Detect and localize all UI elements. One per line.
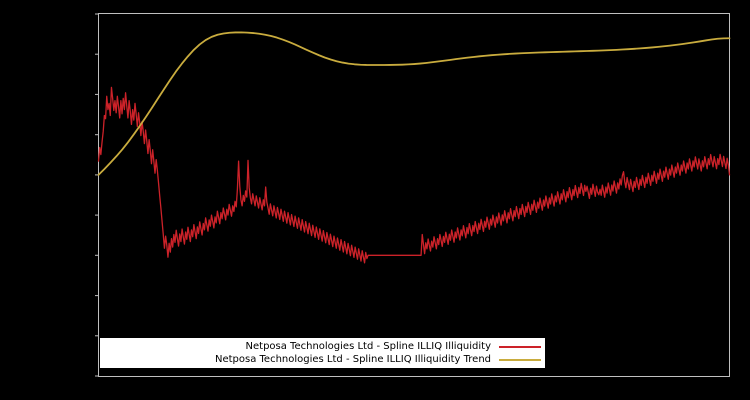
legend-swatch-illiquidity-trend	[499, 358, 541, 361]
legend-entry-illiquidity: Netposa Technologies Ltd - Spline ILLIQ …	[100, 340, 545, 353]
data-series-layer	[97, 31, 731, 264]
series-path-illiquidity	[97, 86, 731, 264]
axis-frame	[98, 13, 730, 377]
legend-label-illiquidity-trend: Netposa Technologies Ltd - Spline ILLIQ …	[214, 354, 491, 365]
legend-entry-illiquidity-trend: Netposa Technologies Ltd - Spline ILLIQ …	[100, 353, 545, 366]
series-path-illiquidity-trend	[97, 31, 731, 176]
legend-label-illiquidity: Netposa Technologies Ltd - Spline ILLIQ …	[245, 341, 491, 352]
legend-swatch-illiquidity	[499, 345, 541, 348]
chart-legend: Netposa Technologies Ltd - Spline ILLIQ …	[100, 338, 545, 368]
y-axis-tickmarks	[95, 13, 99, 377]
